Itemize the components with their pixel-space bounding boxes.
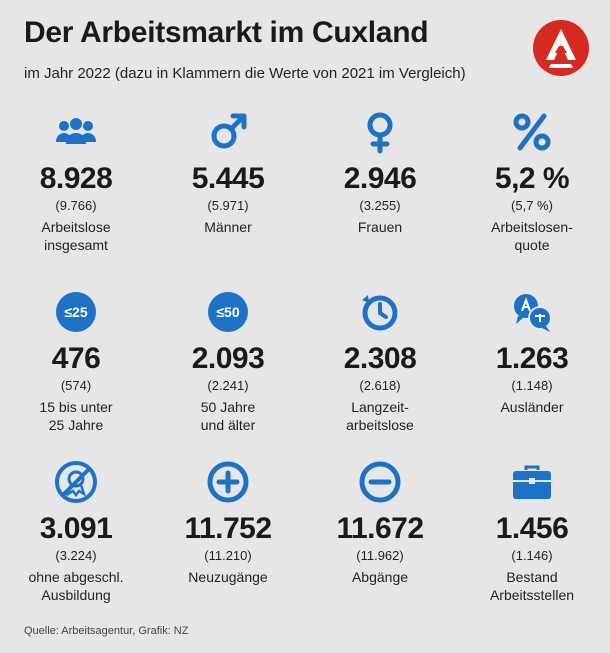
stat-label: Langzeit- arbeitslose (304, 398, 456, 434)
male-symbol-icon (211, 113, 247, 149)
stat-arbeitsstellen: 1.456 (1.146) Bestand Arbeitsstellen (456, 460, 608, 604)
stat-value: 2.946 (343, 162, 417, 195)
stat-prev-value: (574) (60, 378, 92, 393)
stat-label-line1: Abgänge (351, 569, 409, 585)
stat-prev-value: (2.241) (207, 378, 249, 393)
source-note: Quelle: Arbeitsagentur, Grafik: NZ (24, 625, 189, 637)
stat-label: 15 bis unter 25 Jahre (0, 398, 152, 434)
stat-value: 1.263 (495, 342, 569, 375)
stat-langzeit: 2.308 (2.618) Langzeit- arbeitslose (304, 290, 456, 434)
female-symbol-icon (367, 112, 393, 154)
stat-label-line2: Ausbildung (41, 587, 111, 603)
stat-prev-value: (5,7 %) (511, 198, 553, 213)
stat-abgaenge: 11.672 (11.962) Abgänge (304, 460, 456, 586)
long-term-clock-icon (362, 295, 398, 331)
stat-auslaender: 1.263 (1.148) Ausländer (456, 290, 608, 416)
language-bubbles-icon (514, 294, 552, 332)
age-under-25-icon: ≤25 (56, 292, 96, 332)
minus-circle-icon (359, 461, 401, 503)
stat-prev-value: (2.618) (359, 378, 401, 393)
stat-unter-25: ≤25 476 (574) 15 bis unter 25 Jahre (0, 290, 152, 434)
stat-value: 8.928 (39, 162, 113, 195)
stat-label-line1: Arbeitslose (41, 219, 111, 235)
stat-label: 50 Jahre und älter (152, 398, 304, 434)
stat-prev-value: (9.766) (55, 198, 97, 213)
stat-label: Frauen (304, 218, 456, 236)
stat-value: 11.672 (336, 512, 424, 545)
stat-value: 11.752 (184, 512, 272, 545)
agentur-logo-icon (533, 20, 589, 76)
stat-label-line2: Arbeitsstellen (489, 587, 575, 603)
briefcase-icon (513, 465, 551, 499)
stat-value: 3.091 (39, 512, 113, 545)
svg-text:≤25: ≤25 (64, 304, 87, 320)
age-over-50-icon: ≤50 (208, 292, 248, 332)
stat-value: 476 (51, 342, 101, 375)
stat-label-line1: Arbeitslosen- (491, 219, 573, 235)
stat-quote: 5,2 % (5,7 %) Arbeitslosen- quote (456, 110, 608, 254)
stat-label-line2: 25 Jahre (48, 417, 104, 433)
stat-prev-value: (11.962) (356, 548, 404, 563)
stat-maenner: 5.445 (5.971) Männer (152, 110, 304, 236)
page-subtitle: im Jahr 2022 (dazu in Klammern die Werte… (24, 65, 466, 82)
stat-prev-value: (1.148) (511, 378, 553, 393)
stat-prev-value: (11.210) (204, 548, 252, 563)
stat-value: 5,2 % (494, 162, 570, 195)
stat-value: 1.456 (495, 512, 569, 545)
stat-label-line1: Neuzugänge (188, 569, 268, 585)
stat-prev-value: (3.255) (359, 198, 401, 213)
stat-prev-value: (5.971) (207, 198, 249, 213)
stat-ohne-ausbildung: 3.091 (3.224) ohne abgeschl. Ausbildung (0, 460, 152, 604)
stat-label-line1: Frauen (357, 219, 403, 235)
stat-value: 2.093 (191, 342, 265, 375)
stat-neuzugaenge: 11.752 (11.210) Neuzugänge (152, 460, 304, 586)
stat-label: Arbeitslose insgesamt (0, 218, 152, 254)
stat-label-line2: arbeitslose (346, 417, 414, 433)
stat-label: Abgänge (304, 568, 456, 586)
stat-label: ohne abgeschl. Ausbildung (0, 568, 152, 604)
page-title: Der Arbeitsmarkt im Cuxland (24, 16, 429, 49)
stat-value: 2.308 (343, 342, 417, 375)
stat-label-line1: Langzeit- (351, 399, 409, 415)
stat-arbeitslose: 8.928 (9.766) Arbeitslose insgesamt (0, 110, 152, 254)
stat-prev-value: (1.146) (511, 548, 553, 563)
stat-label-line1: 50 Jahre (200, 399, 256, 415)
stat-label: Neuzugänge (152, 568, 304, 586)
stat-label: Arbeitslosen- quote (456, 218, 608, 254)
people-group-icon (56, 118, 96, 144)
stat-label: Ausländer (456, 398, 608, 416)
stat-frauen: 2.946 (3.255) Frauen (304, 110, 456, 236)
stat-label-line2: quote (514, 237, 550, 253)
percent-icon (513, 113, 551, 151)
stat-label-line1: Ausländer (500, 399, 564, 415)
stat-label: Männer (152, 218, 304, 236)
stat-label-line1: Bestand (506, 569, 558, 585)
stat-prev-value: (3.224) (55, 548, 97, 563)
plus-circle-icon (207, 461, 249, 503)
no-degree-icon (55, 461, 97, 503)
stat-ueber-50: ≤50 2.093 (2.241) 50 Jahre und älter (152, 290, 304, 434)
stat-value: 5.445 (191, 162, 265, 195)
stat-label-line1: Männer (204, 219, 252, 235)
stat-label-line2: und älter (200, 417, 256, 433)
stat-label-line1: ohne abgeschl. (28, 569, 124, 585)
stat-label: Bestand Arbeitsstellen (456, 568, 608, 604)
svg-text:≤50: ≤50 (216, 304, 239, 320)
stat-label-line2: insgesamt (44, 237, 108, 253)
stat-label-line1: 15 bis unter (39, 399, 113, 415)
